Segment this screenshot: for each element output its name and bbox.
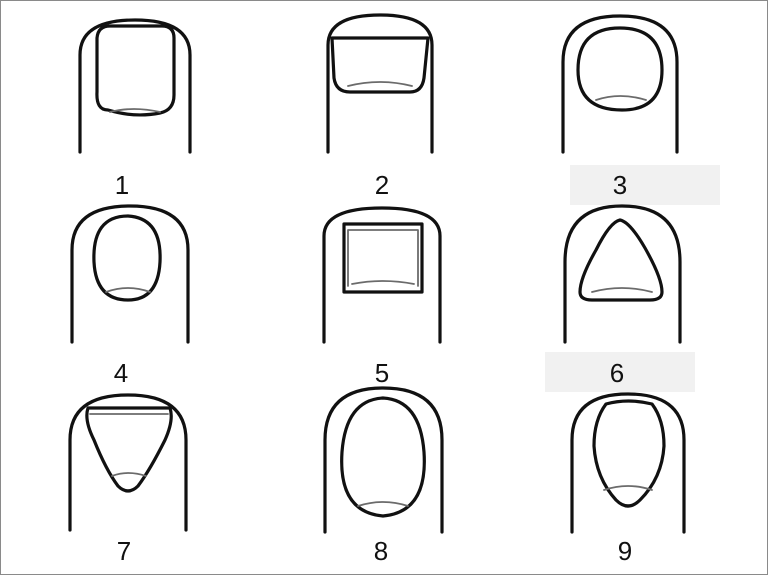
cuticle-line <box>595 95 647 101</box>
nail-9: 9 <box>570 392 686 566</box>
nail-4: 4 <box>70 204 190 388</box>
cuticle-line <box>109 108 161 113</box>
nail-outline <box>92 214 162 302</box>
finger-outline <box>326 13 434 154</box>
finger-outline <box>70 204 190 344</box>
nail-label-4: 4 <box>114 358 128 388</box>
finger-outline <box>68 393 188 532</box>
finger-outline <box>561 14 679 154</box>
cuticle-line <box>351 280 415 285</box>
nail-8: 8 <box>323 386 444 566</box>
cuticle-line <box>591 287 653 293</box>
background-tint <box>570 165 720 205</box>
cuticle-line <box>105 287 151 293</box>
nail-outline <box>340 396 426 518</box>
background-tint <box>545 352 695 392</box>
finger-outline <box>78 18 192 154</box>
nail-outline <box>578 218 664 302</box>
nail-outline <box>592 399 666 508</box>
nail-outline <box>85 406 173 493</box>
nail-label-6: 6 <box>610 358 624 388</box>
nail-label-9: 9 <box>618 536 632 566</box>
nail-label-5: 5 <box>375 358 389 388</box>
finger-outline <box>322 206 442 344</box>
nail-2: 2 <box>326 13 434 200</box>
finger-outline <box>570 392 686 534</box>
nail-label-1: 1 <box>115 170 129 200</box>
nail-6: 6 <box>563 204 682 388</box>
nail-outline <box>95 24 176 117</box>
cuticle-line <box>111 472 147 477</box>
finger-outline <box>563 204 682 344</box>
cuticle-line <box>357 501 409 507</box>
nail-outline <box>342 222 424 294</box>
nail-7: 7 <box>68 393 188 566</box>
cuticle-line <box>603 485 653 491</box>
nail-inner-edge <box>347 229 419 287</box>
nail-label-3: 3 <box>613 170 627 200</box>
finger-outline <box>323 386 444 534</box>
nail-outline <box>330 36 430 94</box>
nail-label-7: 7 <box>117 536 131 566</box>
cuticle-line <box>347 81 413 87</box>
nail-label-2: 2 <box>375 170 389 200</box>
nail-3: 3 <box>561 14 679 200</box>
nail-label-8: 8 <box>374 536 388 566</box>
nail-5: 5 <box>322 206 442 388</box>
nail-1: 1 <box>78 18 192 200</box>
nail-outline <box>576 26 664 112</box>
